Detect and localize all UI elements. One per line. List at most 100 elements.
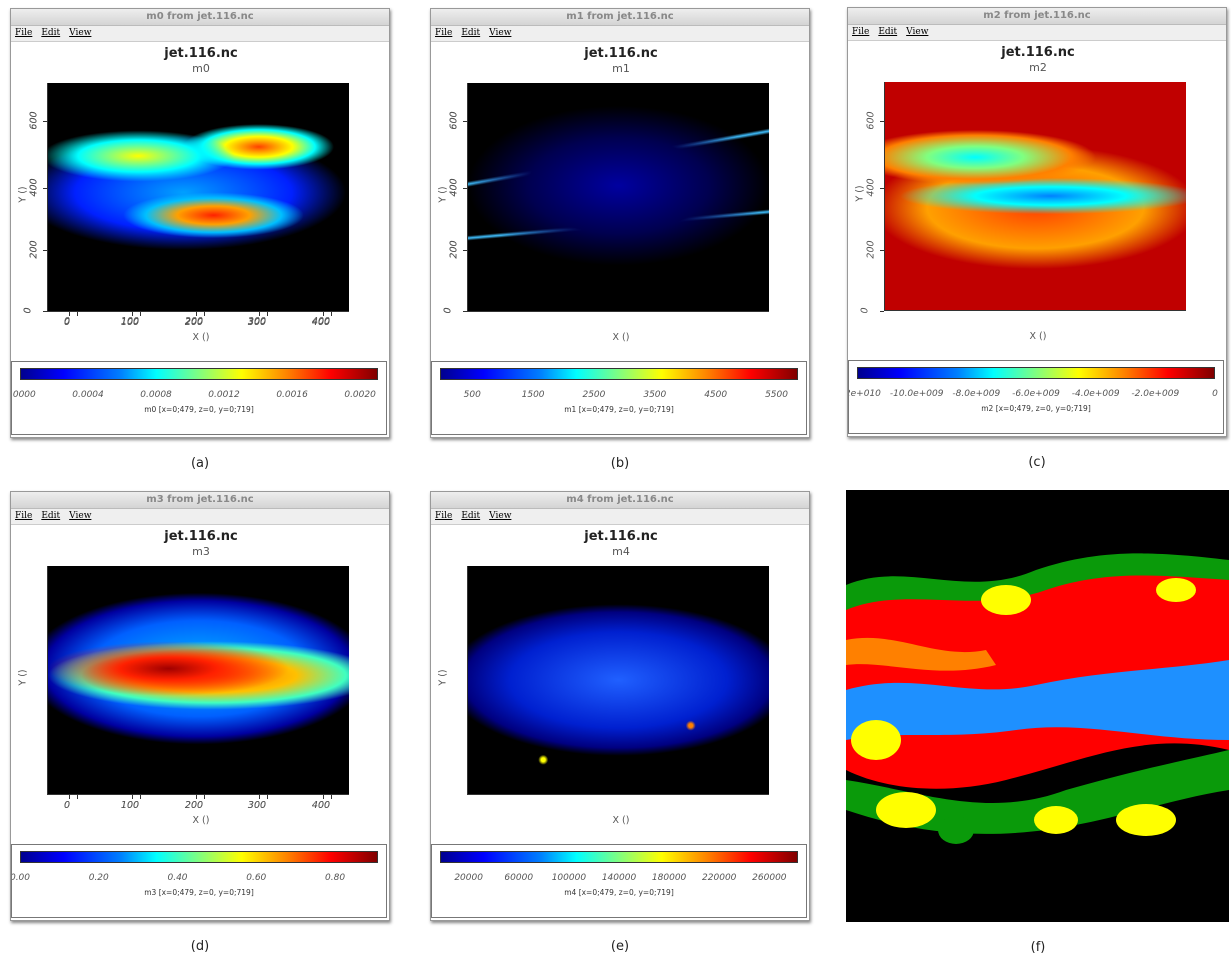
x-axis-label: X () <box>171 815 231 826</box>
menu-item[interactable]: File <box>15 511 32 521</box>
plot-title: jet.116.nc <box>848 45 1228 60</box>
colorbar-caption: m4 [x=0;479, z=0, y=0;719] <box>432 888 806 897</box>
region <box>876 792 936 828</box>
x-tick-label: 0 <box>47 800 87 811</box>
menu-bar: File Edit View <box>11 509 389 525</box>
plot-subtitle: m3 <box>11 545 391 558</box>
y-tick <box>880 121 884 122</box>
colorbar-ticks: -1.2e+010-10.0e+009-8.0e+009-6.0e+009-4.… <box>849 389 1223 403</box>
x-tick-label: 100 <box>110 800 150 811</box>
plot-frame <box>47 566 48 795</box>
colorbar-tick-label: 0 <box>1175 389 1223 399</box>
caption: (f) <box>1008 940 1068 955</box>
y-axis-label: Y () <box>855 185 866 201</box>
plot-title: jet.116.nc <box>431 529 811 544</box>
x-tick <box>331 795 332 799</box>
menu-item[interactable]: File <box>435 28 452 38</box>
plot-title: jet.116.nc <box>431 46 811 61</box>
y-tick-label: 600 <box>866 111 877 129</box>
colorbar-tick-label: 0.20 <box>59 873 139 883</box>
caption: (d) <box>170 939 230 954</box>
plot-frame <box>467 794 769 795</box>
caption: (e) <box>590 939 650 954</box>
x-axis-label: X () <box>1008 331 1068 342</box>
x-tick <box>196 795 197 799</box>
x-tick-label: 200 <box>174 800 214 811</box>
heatmap <box>468 566 769 794</box>
x-tick <box>323 795 324 799</box>
menu-item[interactable]: View <box>69 511 91 521</box>
menu-item[interactable]: File <box>15 28 32 38</box>
x-tick <box>69 311 70 315</box>
window-title: m1 from jet.116.nc <box>431 9 809 26</box>
y-axis-label: Y () <box>438 186 449 202</box>
colorbar-tick-label: 0.40 <box>138 873 218 883</box>
x-tick-label: 400 <box>301 316 341 327</box>
menu-item[interactable]: File <box>435 511 452 521</box>
plot-frame <box>467 311 769 312</box>
colorbar <box>20 368 378 380</box>
window-title: m4 from jet.116.nc <box>431 492 809 509</box>
menu-item[interactable]: Edit <box>878 27 897 37</box>
x-axis-label: X () <box>171 332 231 343</box>
y-tick <box>880 250 884 251</box>
colorbar-box: 0.00000.00040.00080.00120.00160.0020m0 [… <box>11 361 387 435</box>
x-tick <box>259 311 260 315</box>
menu-item[interactable]: View <box>489 28 511 38</box>
y-tick-label: 0 <box>23 307 34 313</box>
menu-item[interactable]: Edit <box>41 28 60 38</box>
x-tick <box>259 795 260 799</box>
colorbar-ticks: 0.00000.00040.00080.00120.00160.0020 <box>12 390 386 404</box>
y-tick-label: 0 <box>860 307 871 313</box>
y-axis-label: Y () <box>18 186 29 202</box>
plot-frame <box>467 83 468 312</box>
colorbar-caption: m1 [x=0;479, z=0, y=0;719] <box>432 405 806 414</box>
y-tick-label: 200 <box>449 240 460 258</box>
segmentation-image <box>846 490 1229 922</box>
y-tick-label: 600 <box>29 111 40 129</box>
y-tick-label: 600 <box>449 111 460 129</box>
y-tick <box>880 311 884 312</box>
region <box>1116 804 1176 836</box>
plot-title: jet.116.nc <box>11 529 391 544</box>
y-tick <box>43 250 47 251</box>
colorbar <box>440 851 798 863</box>
menu-item[interactable]: Edit <box>461 28 480 38</box>
menu-item[interactable]: Edit <box>461 511 480 521</box>
colorbar-tick-label: 260000 <box>729 873 806 883</box>
x-axis-label: X () <box>591 815 651 826</box>
y-tick-label: 400 <box>449 178 460 196</box>
colorbar-caption: m3 [x=0;479, z=0, y=0;719] <box>12 888 386 897</box>
heatmap <box>48 566 349 794</box>
y-tick-label: 0 <box>443 307 454 313</box>
x-tick-label: 400 <box>301 800 341 811</box>
y-tick <box>43 188 47 189</box>
plot-subtitle: m1 <box>431 62 811 75</box>
y-tick <box>43 121 47 122</box>
y-axis-label: Y () <box>18 669 29 685</box>
colorbar-tick-label: 0.0020 <box>320 390 386 400</box>
x-tick <box>267 795 268 799</box>
x-tick-label: 0 <box>47 316 87 327</box>
menu-item[interactable]: View <box>906 27 928 37</box>
colorbar-caption: m2 [x=0;479, z=0, y=0;719] <box>849 404 1223 413</box>
y-tick-label: 400 <box>29 178 40 196</box>
y-tick-label: 200 <box>866 240 877 258</box>
menu-item[interactable]: View <box>69 28 91 38</box>
x-axis-label: X () <box>591 332 651 343</box>
x-tick-label: 100 <box>110 316 150 327</box>
menu-item[interactable]: File <box>852 27 869 37</box>
y-tick-label: 400 <box>866 178 877 196</box>
menu-item[interactable]: Edit <box>41 511 60 521</box>
heatmap <box>468 83 769 311</box>
heatmap <box>885 82 1186 310</box>
region <box>1156 578 1196 602</box>
colorbar-tick-label: 0.00 <box>12 873 60 883</box>
menu-item[interactable]: View <box>489 511 511 521</box>
x-tick <box>132 795 133 799</box>
y-tick <box>880 188 884 189</box>
region <box>981 585 1031 615</box>
